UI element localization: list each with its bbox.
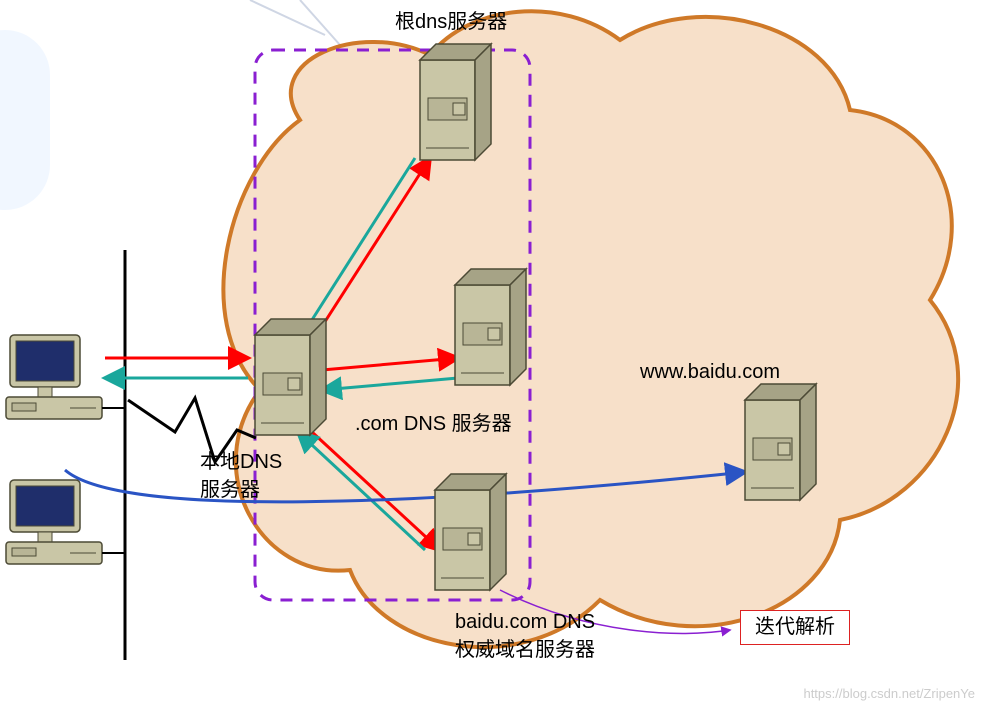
arrow-local-to-com-red (322, 358, 458, 370)
diagram-canvas (0, 0, 987, 705)
arrow-auth-to-local-teal (298, 432, 425, 550)
label-auth-dns-l2: 权威域名服务器 (455, 638, 595, 663)
arrow-local-to-root-red (310, 158, 430, 345)
label-auth-dns-l1: baidu.com DNS (455, 610, 595, 635)
node-local_dns (255, 319, 326, 435)
label-iterative: 迭代解析 (740, 610, 850, 645)
node-client_bot (6, 480, 125, 564)
nodes (6, 44, 816, 590)
arrows (65, 158, 745, 633)
iterative-region-box (255, 50, 530, 600)
arrow-client-to-www-blue (65, 470, 745, 502)
label-local-dns-l1: 本地DNS (200, 450, 282, 475)
watermark: https://blog.csdn.net/ZripenYe (803, 686, 975, 701)
arrow-local-to-auth-red (312, 432, 440, 550)
node-client_top (6, 335, 125, 419)
arrow-com-to-local-teal (322, 378, 458, 390)
label-com-dns: .com DNS 服务器 (355, 412, 512, 437)
decor-blob (0, 30, 50, 210)
node-root_dns (420, 44, 491, 160)
label-www-baidu: www.baidu.com (640, 360, 780, 385)
label-local-dns-l2: 服务器 (200, 478, 260, 503)
node-baidu_dns (435, 474, 506, 590)
arrow-root-to-local-teal (296, 158, 415, 345)
node-baidu_www (745, 384, 816, 500)
dns-diagram: { "type": "network-diagram", "canvas": {… (0, 0, 987, 705)
label-root-dns: 根dns服务器 (395, 10, 507, 35)
node-com_dns (455, 269, 526, 385)
cloud (223, 11, 958, 647)
